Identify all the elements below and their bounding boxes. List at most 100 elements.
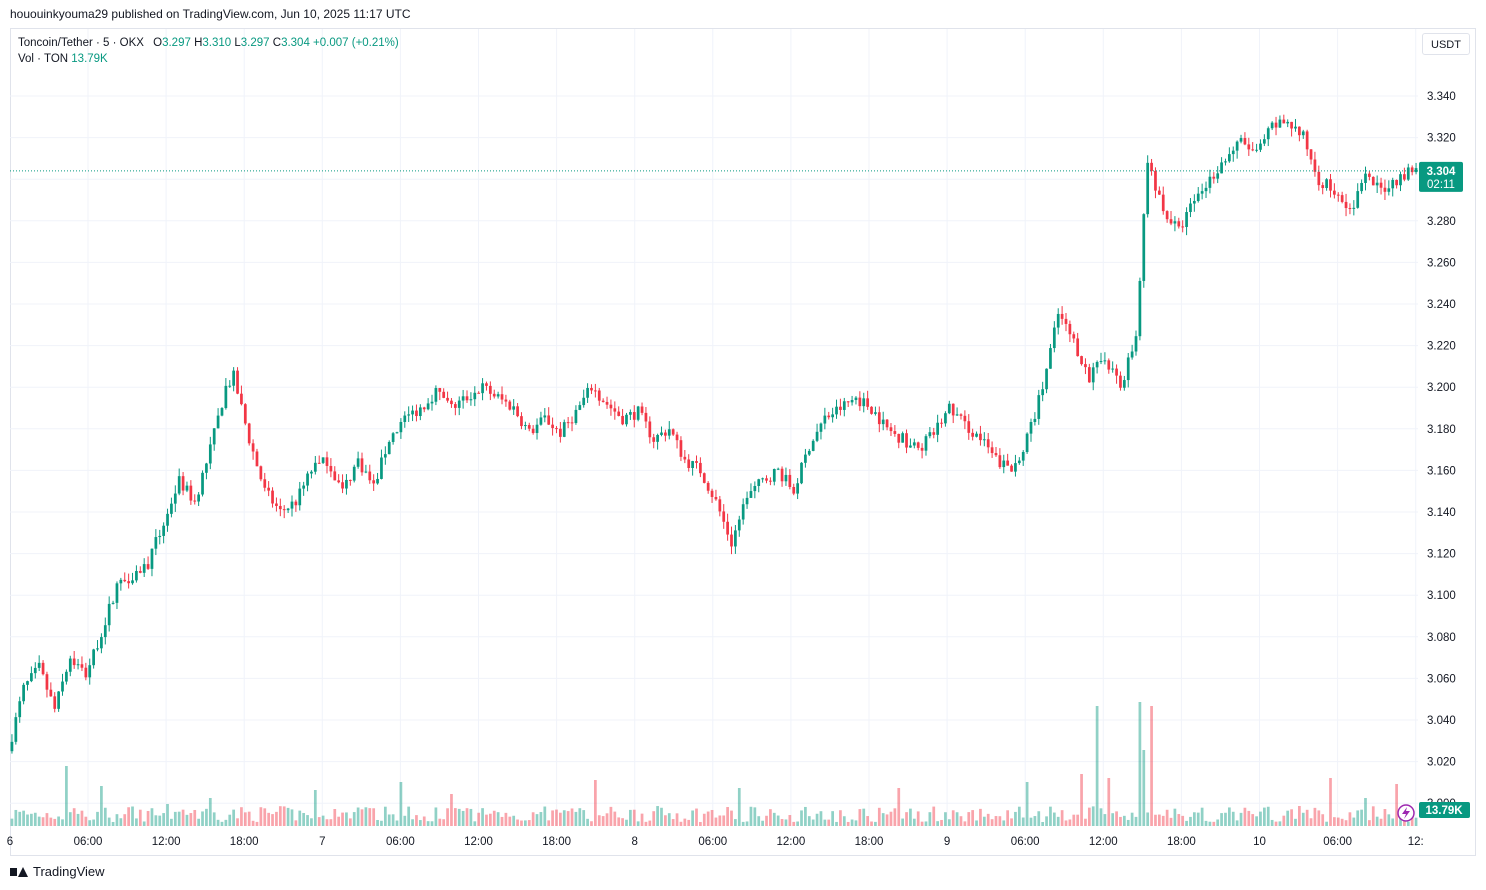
candle-body [1379, 182, 1383, 188]
symbol-label[interactable]: Toncoin/Tether · 5 · OKX [18, 37, 144, 49]
volume-bar [473, 821, 477, 826]
volume-bar [1340, 818, 1344, 826]
volume-bar [1356, 810, 1360, 826]
candle-body [749, 491, 753, 498]
volume-bar [286, 807, 290, 826]
volume-bar [1146, 812, 1150, 826]
candle-body [399, 421, 403, 433]
footer-brand[interactable]: TradingView [10, 864, 105, 879]
price-axis[interactable]: 3.3403.3203.3003.2803.2603.2403.2203.200… [1427, 91, 1456, 810]
candle-body [1029, 422, 1033, 434]
candle-body [769, 480, 772, 482]
candle-body [1045, 368, 1048, 390]
volume-bar [387, 814, 391, 826]
volume-bar [909, 808, 912, 826]
volume-bar [30, 813, 33, 826]
volume-bar [757, 816, 761, 826]
volume-bar [465, 808, 469, 826]
volume-bar [850, 819, 854, 826]
volume-bar [1099, 808, 1103, 826]
candle-body [1282, 119, 1286, 124]
candle-body [788, 474, 792, 487]
volume-bar [1239, 812, 1243, 826]
currency-button[interactable]: USDT [1422, 33, 1470, 55]
volume-bar [290, 809, 294, 826]
volume-bar [282, 806, 286, 826]
volume-bar [656, 806, 659, 826]
volume-bar [348, 818, 352, 826]
candle-body [481, 383, 484, 394]
candle-body [1165, 211, 1169, 220]
volume-bar [547, 820, 551, 826]
candle-body [185, 485, 189, 491]
candle-body [1150, 162, 1153, 171]
volume-label[interactable]: Vol · TON [18, 53, 69, 65]
candle-body [691, 461, 694, 469]
volume-bar [496, 812, 500, 826]
candle-body [597, 390, 601, 401]
candle-body [1368, 173, 1371, 177]
volume-bar [839, 810, 842, 826]
volume-bar [1266, 806, 1270, 826]
volume-bar [644, 821, 648, 826]
volume-bar [356, 807, 360, 826]
volume-bar [967, 812, 971, 826]
volume-bar [407, 806, 411, 826]
candle-body [765, 478, 768, 481]
candle-body [1200, 191, 1204, 194]
candle-body [967, 421, 971, 433]
candle-body [1122, 380, 1126, 388]
volume-bar [671, 819, 675, 826]
high-value: 3.310 [202, 37, 232, 49]
candle-body [881, 419, 885, 425]
candle-body [364, 471, 368, 473]
volume-bar [364, 807, 368, 826]
candle-body [1134, 336, 1138, 352]
volume-bar [1391, 818, 1395, 826]
candle-body [570, 422, 574, 424]
candle-body [1286, 121, 1290, 124]
volume-bar [951, 810, 955, 826]
volume-bar [1138, 702, 1142, 826]
volume-bar [115, 814, 119, 826]
candle-body [605, 401, 609, 405]
candle-body [683, 456, 687, 460]
volume-bar [1091, 806, 1095, 826]
candle-body [212, 428, 216, 445]
volume-bar [1049, 806, 1052, 826]
volume-bar [263, 808, 267, 826]
volume-bar [1406, 821, 1410, 826]
candle-body [372, 480, 376, 484]
time-axis[interactable]: 6 06:00 12:00 18:00 7 06:00 12:00 18:00 8 06:00 12… [7, 836, 1424, 848]
candle-body [415, 410, 418, 417]
volume-bar [749, 806, 753, 826]
volume-bar [22, 810, 25, 826]
volume-bar [605, 813, 609, 826]
candle-body [520, 416, 523, 427]
volume-bar [485, 814, 488, 826]
volume-bar [710, 809, 714, 826]
candle-body [391, 433, 395, 442]
lightning-icon[interactable] [1397, 804, 1415, 822]
volume-bar [383, 806, 387, 826]
candle-body [714, 496, 718, 500]
volume-bar [14, 809, 18, 826]
volume-bar [255, 821, 259, 826]
volume-bar [924, 821, 928, 826]
candle-body [465, 396, 469, 401]
candle-body [1259, 143, 1262, 150]
volume-bar [37, 816, 41, 826]
volume-bar [1371, 806, 1375, 826]
candle-body [1227, 154, 1231, 162]
candle-body [158, 535, 162, 538]
volume-bar [154, 815, 158, 826]
candle-body [543, 415, 547, 418]
candle-body [317, 462, 321, 464]
candle-body [243, 404, 247, 424]
candles[interactable] [10, 114, 1418, 754]
volume-bar [940, 819, 943, 826]
candle-body [216, 415, 220, 429]
volume-bar [632, 809, 636, 826]
volume-bar [1301, 812, 1305, 826]
